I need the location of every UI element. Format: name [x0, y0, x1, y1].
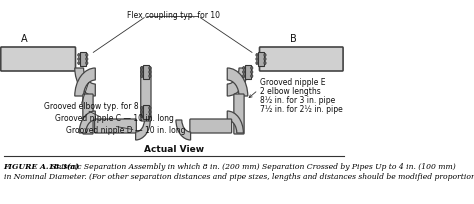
- Text: 8½ in. for 3 in. pipe: 8½ in. for 3 in. pipe: [260, 96, 336, 105]
- Wedge shape: [227, 111, 243, 133]
- Ellipse shape: [141, 114, 143, 118]
- Ellipse shape: [264, 58, 266, 61]
- FancyBboxPatch shape: [141, 67, 151, 121]
- Ellipse shape: [141, 71, 143, 73]
- Text: Grooved nipple C — 10 in. long: Grooved nipple C — 10 in. long: [55, 114, 174, 123]
- Ellipse shape: [141, 106, 143, 110]
- FancyBboxPatch shape: [95, 119, 137, 133]
- Ellipse shape: [149, 111, 151, 113]
- Wedge shape: [136, 120, 150, 140]
- FancyBboxPatch shape: [234, 94, 244, 134]
- Ellipse shape: [251, 67, 253, 70]
- FancyBboxPatch shape: [83, 94, 93, 134]
- Ellipse shape: [149, 114, 151, 118]
- Ellipse shape: [251, 71, 253, 73]
- Ellipse shape: [78, 53, 80, 57]
- Ellipse shape: [86, 61, 88, 64]
- Ellipse shape: [243, 71, 245, 73]
- Ellipse shape: [243, 74, 245, 78]
- Ellipse shape: [149, 74, 151, 78]
- Text: Actual View: Actual View: [144, 145, 204, 154]
- Ellipse shape: [264, 53, 266, 57]
- Ellipse shape: [264, 61, 266, 64]
- Ellipse shape: [149, 67, 151, 70]
- Text: FIGURE A.18.3(a): FIGURE A.18.3(a): [4, 163, 80, 171]
- Text: B: B: [290, 34, 296, 44]
- Bar: [258, 52, 264, 66]
- Bar: [143, 65, 149, 79]
- Ellipse shape: [86, 58, 88, 61]
- Ellipse shape: [256, 53, 258, 57]
- Text: Flex coupling typ. for 10: Flex coupling typ. for 10: [127, 11, 220, 20]
- FancyBboxPatch shape: [259, 47, 343, 71]
- Ellipse shape: [141, 74, 143, 78]
- Ellipse shape: [256, 58, 258, 61]
- Ellipse shape: [78, 61, 80, 64]
- Bar: [143, 105, 149, 119]
- Wedge shape: [75, 68, 95, 96]
- Ellipse shape: [149, 106, 151, 110]
- Wedge shape: [75, 68, 95, 96]
- Text: 7½ in. for 2½ in. pipe: 7½ in. for 2½ in. pipe: [260, 105, 343, 114]
- Text: Grooved nipple D — 10 in. long: Grooved nipple D — 10 in. long: [66, 126, 185, 135]
- Ellipse shape: [78, 58, 80, 61]
- Ellipse shape: [141, 111, 143, 113]
- Ellipse shape: [251, 74, 253, 78]
- Text: in Nominal Diameter. (For other separation distances and pipe sizes, lengths and: in Nominal Diameter. (For other separati…: [4, 173, 474, 181]
- Bar: [80, 52, 86, 66]
- FancyBboxPatch shape: [190, 119, 232, 133]
- Ellipse shape: [141, 67, 143, 70]
- Text: A: A: [20, 34, 27, 44]
- Text: 2 elbow lengths: 2 elbow lengths: [260, 87, 321, 96]
- Text: Grooved elbow typ. for 8: Grooved elbow typ. for 8: [44, 102, 138, 111]
- Ellipse shape: [256, 61, 258, 64]
- FancyBboxPatch shape: [1, 47, 75, 71]
- Text: Seismic Separation Assembly in which 8 in. (200 mm) Separation Crossed by Pipes : Seismic Separation Assembly in which 8 i…: [49, 163, 456, 171]
- Wedge shape: [79, 111, 95, 133]
- Wedge shape: [176, 120, 191, 140]
- Bar: [245, 65, 251, 79]
- Wedge shape: [227, 68, 248, 96]
- Wedge shape: [227, 68, 248, 96]
- Text: Grooved nipple E: Grooved nipple E: [260, 78, 326, 87]
- Ellipse shape: [243, 67, 245, 70]
- Ellipse shape: [149, 71, 151, 73]
- Ellipse shape: [86, 53, 88, 57]
